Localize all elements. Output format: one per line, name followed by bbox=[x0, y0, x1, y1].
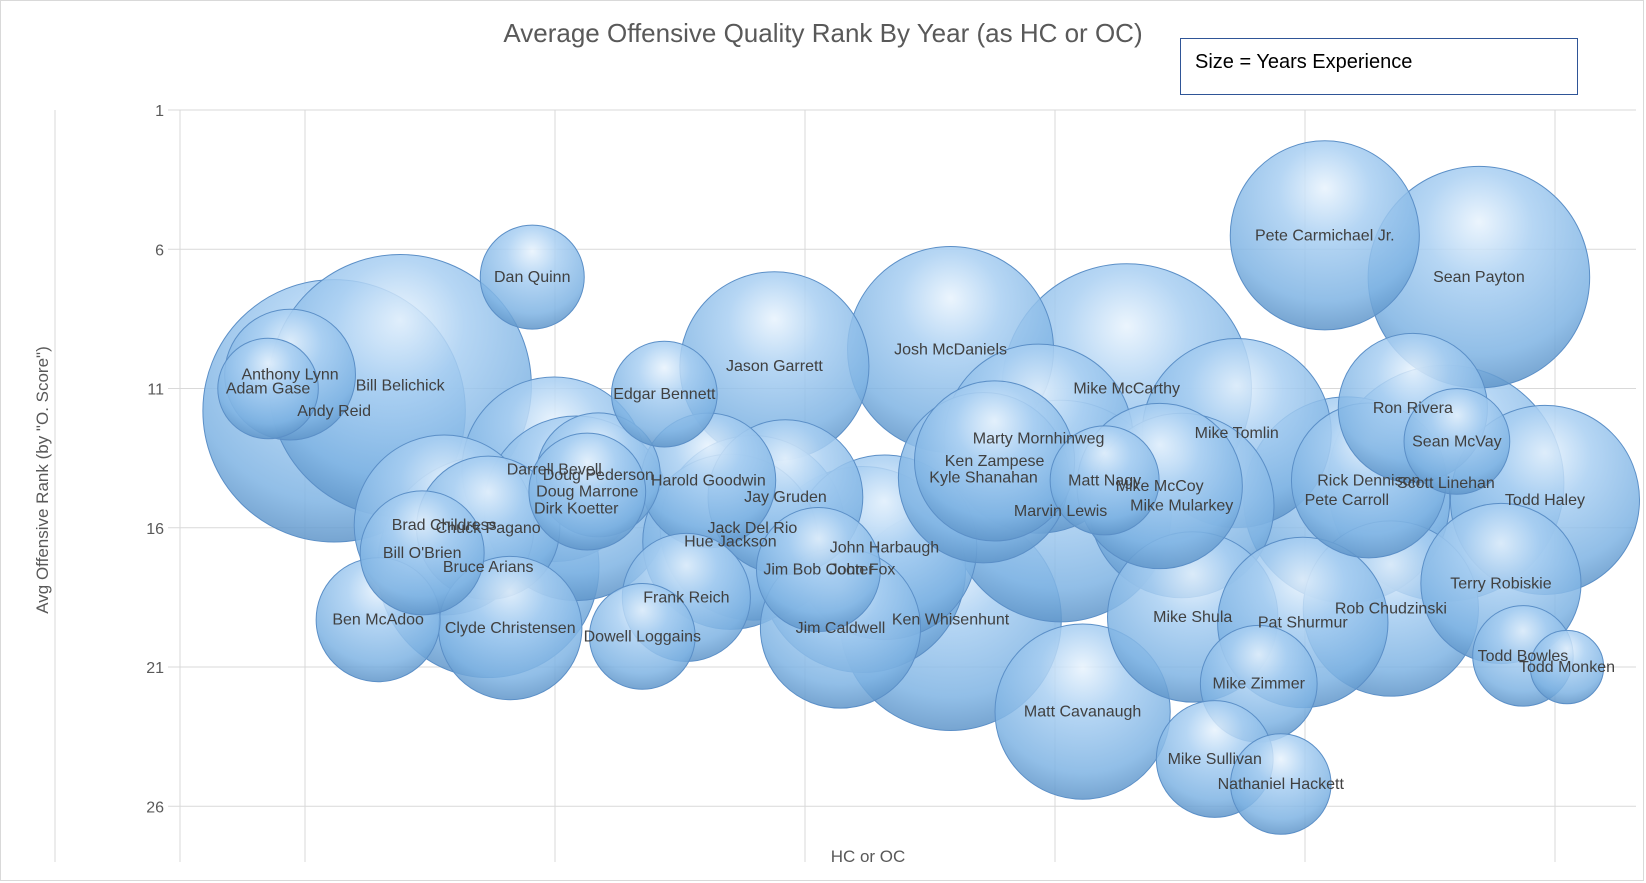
bubble-label: Nathaniel Hackett bbox=[1218, 776, 1345, 793]
bubble-label: Bill Belichick bbox=[356, 378, 446, 395]
bubble-label: Jim Bob Cooter bbox=[763, 562, 874, 579]
bubble bbox=[1229, 140, 1420, 331]
bubble bbox=[479, 224, 585, 330]
bubble-label: Marvin Lewis bbox=[1014, 503, 1107, 520]
bubble-label: Dan Quinn bbox=[494, 269, 571, 286]
bubble bbox=[1529, 629, 1605, 705]
bubble-label: Doug Pederson bbox=[543, 467, 654, 484]
bubble-label: John Harbaugh bbox=[830, 539, 939, 556]
bubble-label: Mike McCoy bbox=[1116, 478, 1204, 495]
y-tick-label: 1 bbox=[155, 103, 164, 120]
bubble-label: Frank Reich bbox=[643, 589, 729, 606]
bubble-label: Anthony Lynn bbox=[241, 367, 338, 384]
bubble-label: Mike Mularkey bbox=[1130, 497, 1233, 514]
bubble-label: Rick Dennison bbox=[1317, 472, 1420, 489]
bubble-label: Bruce Arians bbox=[443, 559, 534, 576]
bubble-label: Jay Gruden bbox=[744, 489, 827, 506]
bubble bbox=[217, 337, 319, 440]
bubble-label: Darrell Bevell bbox=[507, 461, 602, 478]
bubble-label: Mike Sullivan bbox=[1168, 751, 1262, 768]
bubble-label: Josh McDaniels bbox=[894, 342, 1007, 359]
size-legend-text: Size = Years Experience bbox=[1195, 51, 1413, 73]
bubble-label: Mike Shula bbox=[1153, 609, 1232, 626]
bubble-label: Mike McCarthy bbox=[1073, 381, 1180, 398]
bubble-label: Marty Mornhinweg bbox=[973, 431, 1105, 448]
bubble-label: Dowell Loggains bbox=[584, 628, 701, 645]
bubble bbox=[755, 507, 881, 633]
bubble-label: Pete Carmichael Jr. bbox=[1255, 227, 1395, 244]
bubble-label: Matt Cavanaugh bbox=[1024, 704, 1141, 721]
bubble-label: Mike Tomlin bbox=[1195, 425, 1279, 442]
bubble-label: Sean Payton bbox=[1433, 269, 1525, 286]
bubble-label: Kyle Shanahan bbox=[929, 470, 1038, 487]
size-legend-box: Size = Years Experience bbox=[1180, 38, 1578, 95]
bubble bbox=[588, 583, 696, 690]
bubble-label: Edgar Bennett bbox=[613, 386, 716, 403]
y-tick-label: 21 bbox=[146, 660, 164, 677]
bubble-label: Terry Robiskie bbox=[1450, 575, 1551, 592]
y-tick-label: 11 bbox=[147, 382, 164, 399]
bubble-label: Hue Jackson bbox=[684, 534, 777, 551]
bubble-label: Todd Haley bbox=[1505, 492, 1585, 509]
bubble-label: Harold Goodwin bbox=[651, 472, 766, 489]
bubble bbox=[1403, 388, 1511, 495]
bubble-label: Clyde Christensen bbox=[445, 620, 576, 637]
bubble-label: Todd Monken bbox=[1519, 659, 1615, 676]
bubble-label: Doug Marrone bbox=[536, 484, 638, 501]
bubble bbox=[1049, 425, 1160, 536]
bubble bbox=[528, 432, 647, 551]
bubble-label: Matt Nagy bbox=[1068, 472, 1141, 489]
bubble-label: Todd Bowles bbox=[1478, 648, 1569, 665]
bubble bbox=[610, 340, 718, 448]
y-axis-title: Avg Offensive Rank (by "O. Score") bbox=[33, 346, 52, 614]
bubble-label: Bill O'Brien bbox=[383, 545, 462, 562]
y-tick-label: 16 bbox=[146, 521, 164, 538]
bubble-label: Andy Reid bbox=[297, 403, 371, 420]
bubble-label: Ben McAdoo bbox=[332, 612, 424, 629]
y-tick-label: 26 bbox=[146, 799, 164, 816]
bubble-label: Jim Caldwell bbox=[796, 620, 886, 637]
bubble-label: Mike Zimmer bbox=[1213, 676, 1306, 693]
bubbles bbox=[202, 140, 1640, 835]
bubble-label: Dirk Koetter bbox=[534, 500, 619, 517]
bubble-label: Pat Shurmur bbox=[1258, 614, 1348, 631]
bubble-label: Ron Rivera bbox=[1373, 400, 1453, 417]
chart-title: Average Offensive Quality Rank By Year (… bbox=[503, 18, 1143, 48]
bubble-label: Brad Childress bbox=[392, 517, 497, 534]
bubble-label: Ken Whisenhunt bbox=[892, 612, 1010, 629]
bubble-label: Ken Zampese bbox=[945, 453, 1045, 470]
bubble-label: Jason Garrett bbox=[726, 358, 823, 375]
bubble bbox=[359, 490, 485, 616]
bubble-label: Pete Carroll bbox=[1305, 492, 1389, 509]
bubble-label: Jack Del Rio bbox=[707, 520, 797, 537]
x-axis-title: HC or OC bbox=[831, 847, 906, 866]
bubble-label: Rob Chudzinski bbox=[1335, 601, 1447, 618]
bubble-label: Sean McVay bbox=[1412, 433, 1502, 450]
bubble bbox=[1229, 733, 1332, 835]
bubble-label: Scott Linehan bbox=[1397, 475, 1495, 492]
bubble-label: John Fox bbox=[830, 562, 896, 579]
bubble-label: Adam Gase bbox=[226, 381, 311, 398]
bubble-label: Chuck Pagano bbox=[436, 520, 541, 537]
y-tick-label: 6 bbox=[155, 242, 164, 259]
